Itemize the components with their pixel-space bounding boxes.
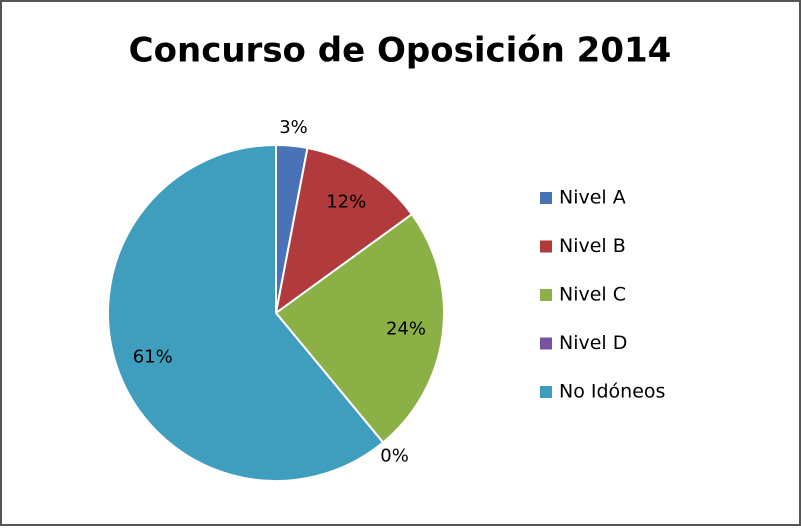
legend-swatch	[540, 289, 552, 301]
data-label: 24%	[386, 318, 426, 339]
legend-label: Nivel B	[559, 235, 626, 257]
legend-label: No Idóneos	[559, 381, 665, 403]
legend-label: Nivel C	[559, 284, 626, 306]
legend-swatch	[540, 386, 552, 398]
data-label: 61%	[133, 346, 173, 367]
pie-slice	[274, 146, 414, 316]
legend-swatch	[540, 192, 552, 204]
legend-label: Nivel A	[559, 187, 626, 209]
legend-swatch	[540, 240, 552, 253]
pie-slice	[107, 143, 385, 482]
pie-slice	[274, 212, 445, 444]
legend-swatch	[540, 337, 552, 350]
data-label: 0%	[380, 445, 409, 466]
data-label: 12%	[326, 191, 366, 212]
legend-label: Nivel D	[559, 332, 627, 354]
data-label: 3%	[279, 117, 308, 138]
chart-title: Concurso de Oposición 2014	[129, 31, 672, 71]
